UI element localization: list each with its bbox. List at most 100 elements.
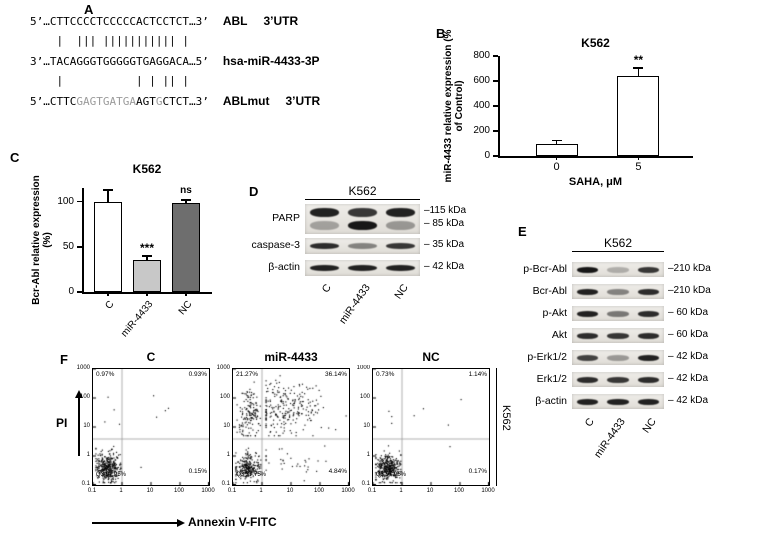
error-bar [555, 140, 558, 144]
mw-marker: – 60 kDa [668, 328, 709, 340]
mw-marker: – 42 kDa [424, 261, 465, 272]
blot-band [309, 207, 339, 217]
y-tick [493, 80, 498, 82]
bar-C [94, 201, 122, 292]
x-axis-arrow-head [177, 518, 185, 527]
flow-plot-box: 0.97% 0.93% 0.15% Q3 97.95% [92, 368, 210, 486]
blot-band [576, 376, 599, 383]
error-bar-cap [181, 199, 191, 201]
blot-band [637, 332, 660, 339]
y-tick [493, 155, 498, 157]
blot-band [576, 332, 599, 339]
y-axis-arrow-line [78, 398, 80, 456]
panel-b-label: B [436, 26, 446, 41]
flow-y-tick-label: 100 [79, 394, 90, 400]
significance-marker: ns [180, 184, 192, 196]
panel-a-label: A [84, 2, 94, 17]
quadrant-upper-left-label: 21.27% [236, 371, 259, 378]
blot-band [637, 266, 660, 273]
error-bar-cap [551, 139, 562, 142]
x-tick [555, 156, 558, 160]
pi-axis-label: PI [56, 416, 68, 430]
x-axis-label: SAHA, μM [568, 176, 623, 188]
y-tick [77, 246, 82, 248]
mw-marker: – 60 kDa [668, 306, 709, 318]
y-axis [498, 56, 500, 157]
blot-row-label: Akt [551, 328, 567, 341]
blot-band [347, 242, 378, 250]
blot-band [309, 220, 339, 230]
panel-a-sequence-alignment: 5’…CTTCCCCTCCCCCACTCCTCT…3’ ABL 3’UTR | … [30, 14, 370, 126]
error-bar-cap [633, 67, 644, 69]
y-tick-label: 100 [57, 195, 74, 207]
blot-band [386, 220, 416, 230]
flow-y-tick-label: 1000 [356, 365, 370, 371]
chart-title: K562 [132, 162, 162, 176]
panel-e-label: E [518, 224, 527, 239]
y-tick [493, 105, 498, 107]
ablmut-sequence-row: 5’…CTTCGAGTGATGAAGTGCTCT…3’ ABLmut 3’UTR [30, 94, 320, 108]
significance-marker: *** [139, 240, 154, 255]
sequence-bases: 5’…CTTC [30, 95, 77, 108]
blot-row-label: p-Erk1/2 [527, 350, 567, 363]
quadrant-upper-right-label: 0.93% [188, 371, 207, 378]
blot-band [607, 354, 629, 361]
ablmut-region-label: 3’UTR [285, 94, 321, 108]
blot-band [637, 354, 660, 361]
panel-f-flow-cytometry: C 0.97% 0.93% 0.15% Q3 97.95% 0.1 0.1 1 1 10 10 100… [50, 350, 560, 541]
x-tick [146, 292, 148, 296]
x-tick [637, 156, 640, 160]
x-tick-label: 0 [553, 161, 560, 173]
blot-row-label: PARP [272, 212, 300, 224]
blot-row-label: caspase-3 [251, 239, 300, 251]
error-bar-cap [103, 189, 113, 191]
quadrant-lower-right-label: 0.17% [468, 468, 487, 475]
panel-d-label: D [249, 184, 259, 199]
scatter-canvas [233, 369, 349, 485]
flow-y-tick-label: 10 [223, 423, 230, 429]
flow-x-tick-label: 1000 [481, 488, 495, 494]
quadrant-upper-left-label: 0.73% [376, 371, 395, 378]
y-tick [77, 200, 82, 203]
blot-band [347, 264, 378, 272]
blot-title: K562 [348, 184, 377, 198]
flow-x-tick-label: 10 [426, 488, 434, 494]
flow-x-tick-label: 100 [173, 488, 184, 494]
sequence-bases: CTCT…3’ [162, 95, 209, 108]
blot-band [607, 332, 629, 339]
flow-x-tick-label: 0.1 [227, 488, 237, 494]
flow-plot-box: 21.27% 36.14% 4.84% Q3 37.75% [232, 368, 350, 486]
quadrant-upper-right-label: 1.14% [468, 371, 487, 378]
abl-3utr-sequence: 5’…CTTCCCCTCCCCCACTCCTCT…3’ [30, 15, 209, 28]
y-tick-label: 50 [62, 240, 74, 252]
chart-title: K562 [581, 36, 610, 50]
flow-y-tick-label: 0.1 [361, 481, 370, 487]
flow-y-tick-label: 1000 [216, 365, 230, 371]
y-tick-label: 400 [473, 100, 490, 111]
blot-row-label: Erk1/2 [536, 372, 567, 385]
quadrant-upper-right-label: 36.14% [324, 371, 347, 378]
flow-x-tick-label: 0.1 [367, 488, 377, 494]
y-tick [77, 291, 82, 293]
mw-marker: – 42 kDa [668, 394, 709, 406]
panel-f-label: F [60, 352, 68, 367]
mw-marker: –115 kDa [424, 204, 467, 216]
bar-5 [617, 76, 660, 156]
flow-plot-box: 0.73% 1.14% 0.17% Q3 97.96% [372, 368, 490, 486]
x-tick [185, 292, 187, 296]
sequence-bases: AGT [135, 95, 156, 108]
mw-marker: – 85 kDa [424, 218, 465, 230]
flow-y-tick-label: 10 [363, 423, 370, 429]
alignment-bars-top: | ||| ||||||||||| | [30, 34, 189, 47]
mw-marker: – 35 kDa [424, 239, 465, 250]
flow-y-tick-label: 100 [219, 394, 230, 400]
panel-b-bar-chart: K562 0 200 400 600 800 0 ** 5 SAHA, μM miR-4433 re… [440, 24, 760, 204]
blot-strip [572, 350, 664, 365]
mw-marker: – 42 kDa [668, 372, 709, 384]
flow-y-tick-label: 100 [359, 394, 370, 400]
blot-band [607, 288, 629, 295]
blot-row-label: β-actin [535, 394, 567, 407]
alignment-bars-row-1: | ||| ||||||||||| | [30, 34, 189, 47]
flow-x-tick-label: 1 [119, 488, 123, 494]
